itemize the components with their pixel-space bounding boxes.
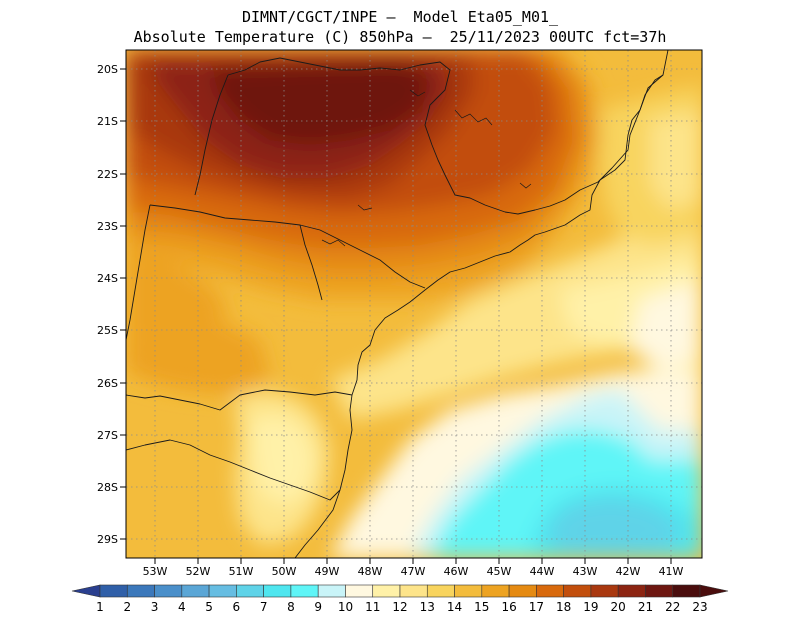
lon-label: 41W — [659, 565, 684, 578]
lon-label: 43W — [573, 565, 598, 578]
colorbar-label: 10 — [338, 600, 353, 614]
colorbar-swatch — [617, 584, 646, 598]
colorbar-swatch — [454, 584, 483, 598]
colorbar-swatch — [508, 584, 537, 598]
lat-labels: 20S 21S 22S 23S 24S 25S 26S 27S 28S 29S — [97, 63, 118, 546]
colorbar: 1 2 3 4 5 6 7 8 9 10 11 12 13 14 15 16 17 18 19 20 21 22 23 — [71, 584, 729, 614]
lon-label: 46W — [444, 565, 469, 578]
colorbar-label: 21 — [638, 600, 653, 614]
colorbar-swatch — [126, 584, 155, 598]
state-border-sp-pr — [149, 204, 426, 289]
coastline-and-borders — [126, 50, 669, 558]
state-border-mg-rj — [504, 149, 629, 215]
state-border-mg-es — [627, 74, 664, 151]
temperature-field — [126, 50, 702, 558]
colorbar-label: 14 — [447, 600, 462, 614]
colorbar-swatch — [317, 584, 346, 598]
colorbar-swatch — [426, 584, 455, 598]
colorbar-swatch — [99, 584, 128, 598]
lon-label: 53W — [143, 565, 168, 578]
colorbar-label: 3 — [151, 600, 159, 614]
colorbar-label: 2 — [123, 600, 131, 614]
lon-label: 42W — [616, 565, 641, 578]
colorbar-swatch — [290, 584, 319, 598]
map-frame — [125, 49, 703, 559]
lat-lon-grid — [126, 50, 702, 558]
lat-label: 26S — [97, 377, 118, 390]
colorbar-swatch — [536, 584, 564, 598]
lat-label: 22S — [97, 168, 118, 181]
coastline — [294, 50, 669, 558]
reservoirs — [321, 89, 532, 247]
lon-label: 44W — [530, 565, 555, 578]
lat-label: 27S — [97, 429, 118, 442]
colorbar-label: 17 — [529, 600, 544, 614]
lat-label: 29S — [97, 533, 118, 546]
lon-labels: 53W 52W 51W 50W 49W 48W 47W 46W 45W 44W … — [143, 565, 684, 578]
colorbar-swatch — [481, 584, 510, 598]
colorbar-label: 16 — [501, 600, 516, 614]
colorbar-label: 5 — [205, 600, 213, 614]
lat-label: 28S — [97, 481, 118, 494]
colorbar-swatch — [208, 584, 237, 598]
lon-label: 48W — [358, 565, 383, 578]
map-subtitle: Absolute Temperature (C) 850hPa – 25/11/… — [133, 28, 667, 46]
colorbar-label: 7 — [260, 600, 268, 614]
colorbar-label: 11 — [365, 600, 380, 614]
state-border-sc-rs — [126, 439, 341, 501]
colorbar-label: 19 — [583, 600, 598, 614]
colorbar-swatch — [399, 584, 428, 598]
state-border-sp-mg — [227, 57, 506, 213]
colorbar-swatch — [154, 584, 183, 598]
lon-label: 51W — [229, 565, 254, 578]
lon-label: 52W — [186, 565, 211, 578]
colorbar-label: 13 — [420, 600, 435, 614]
colorbar-swatch — [672, 584, 701, 598]
colorbar-swatch — [372, 584, 401, 598]
colorbar-swatch — [563, 584, 592, 598]
border-west — [126, 204, 151, 341]
colorbar-label: 6 — [233, 600, 241, 614]
lat-label: 25S — [97, 324, 118, 337]
colorbar-swatch — [263, 584, 292, 598]
colorbar-max-arrow — [699, 584, 729, 598]
colorbar-label: 18 — [556, 600, 571, 614]
colorbar-label: 23 — [692, 600, 707, 614]
colorbar-label: 4 — [178, 600, 186, 614]
colorbar-min-arrow — [71, 584, 101, 598]
lat-label: 20S — [97, 63, 118, 76]
lat-label: 24S — [97, 272, 118, 285]
colorbar-swatch — [345, 584, 374, 598]
lon-label: 49W — [315, 565, 340, 578]
state-border-pr-sc — [126, 389, 353, 411]
colorbar-label: 1 — [96, 600, 104, 614]
state-border-interior — [299, 224, 323, 301]
colorbar-swatch — [590, 584, 619, 598]
colorbar-label: 15 — [474, 600, 489, 614]
colorbar-swatch — [645, 584, 674, 598]
colorbar-label: 9 — [314, 600, 322, 614]
colorbar-label: 20 — [611, 600, 626, 614]
lon-label: 45W — [487, 565, 512, 578]
lat-label: 23S — [97, 220, 118, 233]
colorbar-label: 8 — [287, 600, 295, 614]
colorbar-swatch — [236, 584, 264, 598]
lon-label: 50W — [272, 565, 297, 578]
colorbar-swatch — [181, 584, 210, 598]
colorbar-label: 12 — [392, 600, 407, 614]
colorbar-label: 22 — [665, 600, 680, 614]
state-border-ms-sp — [194, 74, 229, 196]
lon-label: 47W — [401, 565, 426, 578]
axis-ticks — [120, 68, 672, 564]
map-title: DIMNT/CGCT/INPE – Model Eta05_M01_ — [241, 8, 559, 26]
lat-label: 21S — [97, 115, 118, 128]
